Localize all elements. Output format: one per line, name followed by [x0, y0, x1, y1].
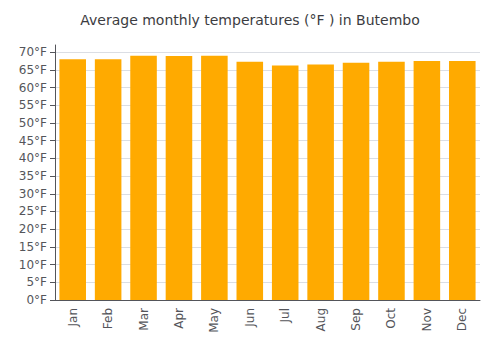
svg-text:65°F: 65°F: [19, 63, 47, 77]
svg-text:15°F: 15°F: [19, 240, 47, 254]
svg-text:Aug: Aug: [314, 308, 328, 331]
svg-text:Average monthly temperatures (: Average monthly temperatures (°F ) in Bu…: [80, 12, 420, 28]
svg-text:30°F: 30°F: [19, 187, 47, 201]
svg-text:Jul: Jul: [278, 308, 292, 323]
svg-text:70°F: 70°F: [19, 45, 47, 59]
svg-text:35°F: 35°F: [19, 169, 47, 183]
svg-text:Oct: Oct: [384, 308, 398, 329]
svg-text:40°F: 40°F: [19, 151, 47, 165]
svg-text:60°F: 60°F: [19, 81, 47, 95]
svg-text:Apr: Apr: [172, 308, 186, 329]
svg-text:Dec: Dec: [455, 308, 469, 331]
svg-text:0°F: 0°F: [26, 293, 47, 307]
svg-text:Feb: Feb: [101, 308, 115, 329]
svg-text:Mar: Mar: [137, 308, 151, 331]
svg-text:50°F: 50°F: [19, 116, 47, 130]
svg-text:Sep: Sep: [349, 308, 363, 331]
svg-text:10°F: 10°F: [19, 258, 47, 272]
svg-text:20°F: 20°F: [19, 222, 47, 236]
svg-text:Jan: Jan: [66, 308, 80, 328]
svg-text:Jun: Jun: [243, 308, 257, 328]
svg-text:5°F: 5°F: [26, 275, 47, 289]
svg-text:45°F: 45°F: [19, 134, 47, 148]
svg-text:Nov: Nov: [420, 308, 434, 331]
svg-text:25°F: 25°F: [19, 204, 47, 218]
svg-text:May: May: [207, 308, 221, 333]
svg-text:55°F: 55°F: [19, 98, 47, 112]
